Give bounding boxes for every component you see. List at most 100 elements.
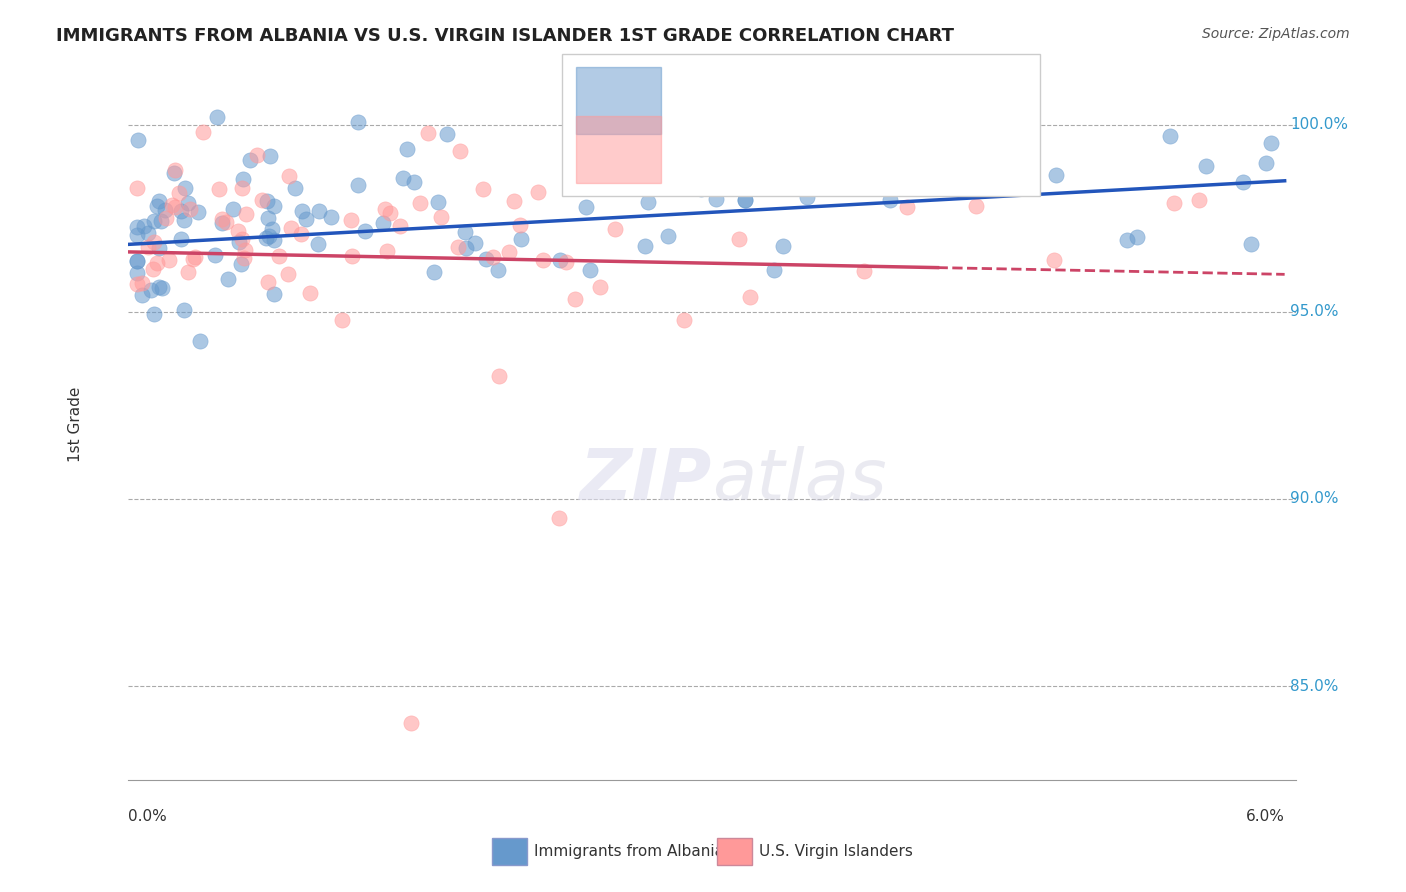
Point [498,244,520,259]
Point [150,214,173,228]
Point [354,223,377,237]
Point [132,219,155,233]
Point [228,235,250,249]
Point [127,277,149,291]
Point [531,252,554,267]
Point [378,206,401,220]
Point [375,244,398,258]
Point [738,290,761,304]
Point [179,202,201,217]
Point [127,219,149,234]
Point [127,254,149,268]
Point [564,292,586,306]
Point [371,216,394,230]
Point [408,196,430,211]
Point [131,276,153,290]
Point [589,279,612,293]
Point [193,125,215,139]
Point [254,230,277,244]
Point [222,202,245,217]
Point [796,190,818,204]
Point [763,263,786,277]
Point [427,195,450,210]
Point [307,237,329,252]
Point [772,239,794,253]
Text: 6.0%: 6.0% [1246,810,1285,824]
Text: R =: R = [668,85,699,103]
Text: U.S. Virgin Islanders: U.S. Virgin Islanders [759,845,912,859]
Point [879,193,901,207]
Point [217,271,239,285]
Point [575,178,598,192]
Point [852,264,875,278]
Point [143,235,166,249]
Point [163,200,186,214]
Point [418,126,440,140]
Point [472,182,495,196]
Point [139,284,162,298]
Point [449,144,471,158]
Point [340,249,363,263]
Text: ZIP: ZIP [579,446,711,516]
Point [127,254,149,268]
Point [637,195,659,210]
Point [399,716,422,731]
Point [146,256,169,270]
Point [294,211,316,226]
Point [127,227,149,242]
Point [690,182,713,196]
Text: Immigrants from Albania: Immigrants from Albania [534,845,724,859]
Point [527,186,550,200]
Point [252,193,274,207]
Point [728,232,751,246]
Point [579,263,602,277]
Point [232,251,254,265]
Point [177,264,200,278]
Point [235,207,257,221]
Point [229,256,252,270]
Point [131,287,153,301]
Point [167,186,190,200]
Text: R =: R = [668,143,699,161]
Point [965,199,987,213]
Point [575,200,598,214]
Text: atlas: atlas [711,446,887,516]
Point [423,265,446,279]
Point [1240,237,1263,252]
Point [486,262,509,277]
Point [170,232,193,246]
Point [215,215,238,229]
Point [173,303,195,318]
Point [177,195,200,210]
Point [188,334,211,349]
Point [174,181,197,195]
Point [142,213,165,227]
Point [290,227,312,241]
Point [226,223,249,237]
Point [475,252,498,266]
Point [619,128,641,143]
Point [256,275,278,289]
Text: -0.040: -0.040 [724,142,793,161]
Point [605,222,627,236]
Point [155,211,177,225]
Point [555,255,578,269]
Text: 1st Grade: 1st Grade [67,386,83,462]
Point [207,110,229,124]
Point [308,203,330,218]
Point [1232,175,1254,189]
Point [127,266,149,280]
Point [127,133,149,147]
Point [148,280,170,294]
Point [673,312,696,326]
Point [148,241,170,255]
Point [211,216,233,230]
Point [657,228,679,243]
Point [347,178,370,192]
Point [1260,136,1282,151]
Point [145,199,167,213]
Point [396,143,419,157]
Point [142,307,165,321]
Point [655,180,678,194]
Text: N = 74: N = 74 [837,142,910,161]
